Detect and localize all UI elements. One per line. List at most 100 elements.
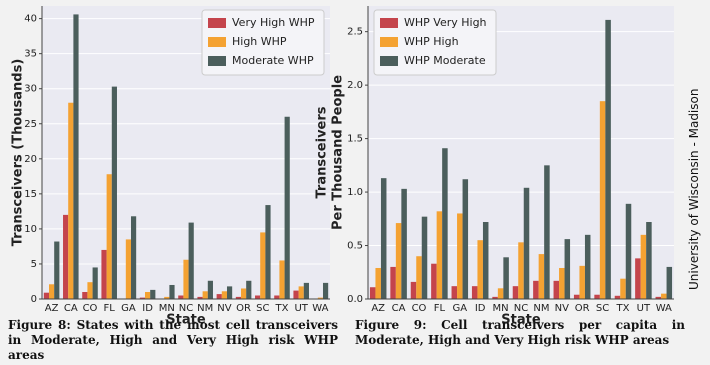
bar — [188, 222, 194, 299]
y-tick-label: 2.0 — [347, 80, 363, 91]
bar — [492, 296, 498, 299]
bar — [125, 239, 131, 299]
y-axis-label: Transceivers — [315, 106, 330, 198]
bar — [605, 19, 611, 300]
bar — [49, 284, 55, 299]
y-tick-label: 2.5 — [347, 27, 363, 38]
y-tick-label: 0.0 — [347, 294, 363, 305]
x-tick-label: NV — [555, 303, 569, 314]
bar — [416, 256, 422, 299]
bar — [533, 280, 539, 299]
bar — [512, 286, 519, 299]
x-tick-label: ID — [475, 303, 486, 314]
x-tick-label: NC — [514, 303, 528, 314]
legend-label: High WHP — [232, 35, 287, 48]
x-tick-label: AZ — [371, 303, 385, 314]
y-tick-label: 40 — [24, 14, 37, 25]
x-axis-label: State — [501, 313, 541, 328]
bar — [164, 296, 170, 299]
x-tick-label: TX — [275, 303, 289, 314]
bar — [538, 254, 545, 299]
x-tick-label: GA — [453, 303, 468, 314]
legend-swatch — [380, 56, 398, 66]
bar — [130, 216, 137, 299]
bar — [462, 179, 469, 299]
x-tick-label: MN — [159, 303, 175, 314]
bar — [178, 295, 184, 299]
bar — [183, 259, 189, 299]
bar — [246, 280, 252, 299]
bar — [518, 242, 524, 299]
bar — [620, 278, 626, 299]
y-tick-label: 1.0 — [347, 187, 363, 198]
x-tick-label: FL — [434, 303, 446, 314]
bar — [380, 178, 387, 299]
bar — [442, 148, 448, 299]
y-tick-label: 5 — [31, 259, 37, 270]
legend-swatch — [380, 18, 398, 28]
bar — [274, 295, 280, 299]
bar — [197, 296, 203, 299]
x-tick-label: GA — [121, 303, 136, 314]
bar — [63, 214, 69, 299]
x-tick-label: WA — [312, 303, 328, 314]
bar — [390, 266, 396, 299]
bar — [82, 291, 88, 299]
bar — [317, 297, 323, 299]
y-tick-label: 0.5 — [347, 241, 363, 252]
bar — [395, 223, 402, 299]
legend-box — [201, 9, 325, 76]
legend-label: WHP Very High — [404, 16, 487, 29]
legend-label: WHP High — [404, 35, 459, 48]
bar — [293, 290, 299, 299]
bar — [646, 222, 652, 299]
bar — [139, 297, 146, 299]
bar — [255, 295, 261, 299]
y-tick-label: 15 — [24, 189, 37, 200]
bar — [279, 260, 285, 299]
bar — [235, 296, 242, 299]
bar — [579, 265, 585, 299]
bar — [226, 286, 233, 299]
bar — [477, 240, 483, 299]
x-tick-label: CO — [83, 303, 98, 314]
bar — [202, 291, 208, 299]
bar — [145, 291, 151, 299]
bar — [410, 281, 417, 299]
y-tick-label: 35 — [24, 49, 37, 60]
y-tick-label: 20 — [24, 154, 37, 165]
y-tick-label: 10 — [24, 224, 37, 235]
x-tick-label: MN — [493, 303, 509, 314]
y-axis-label: Per Thousand People — [331, 75, 346, 230]
bar — [614, 295, 621, 299]
bar — [375, 267, 381, 299]
bar — [640, 234, 647, 299]
x-tick-label: OR — [236, 303, 251, 314]
legend-label: WHP Moderate — [404, 54, 486, 67]
bar — [221, 291, 227, 299]
x-tick-label: NM — [533, 303, 549, 314]
bar — [573, 294, 580, 299]
bar — [298, 286, 304, 299]
bar — [216, 294, 222, 299]
y-tick-label: 0 — [31, 294, 37, 305]
bar — [599, 101, 606, 299]
legend-swatch — [208, 18, 226, 28]
bar — [68, 102, 74, 299]
bar — [207, 280, 213, 299]
x-tick-label: OR — [575, 303, 590, 314]
x-tick-label: NC — [179, 303, 193, 314]
bar — [457, 213, 463, 299]
x-axis-label: State — [166, 313, 206, 328]
bar — [564, 239, 571, 299]
bar — [106, 174, 112, 299]
bar — [111, 86, 117, 299]
bar — [401, 188, 407, 299]
bar — [523, 187, 530, 299]
bar — [451, 286, 458, 299]
x-tick-label: FL — [104, 303, 116, 314]
bar — [54, 241, 60, 299]
x-tick-label: CA — [64, 303, 78, 314]
